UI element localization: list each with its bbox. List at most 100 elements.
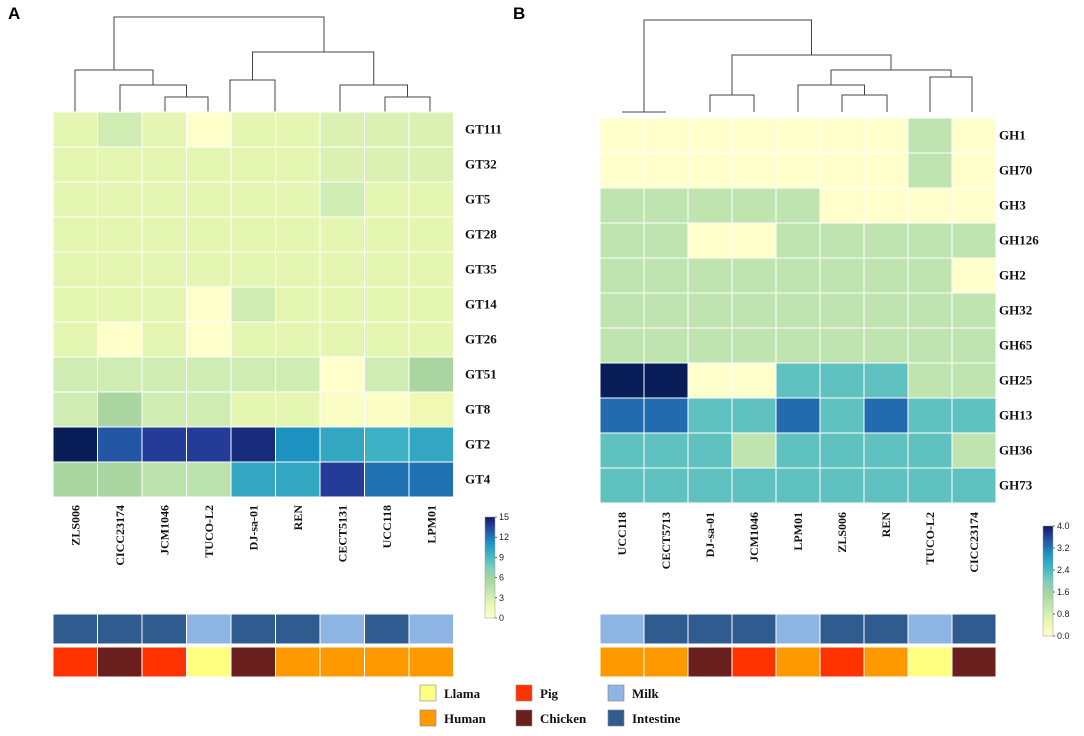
annotation-cell-host: [186, 646, 232, 678]
heatmap-cell: [775, 327, 821, 364]
heatmap-cell: [408, 111, 454, 148]
heatmap-cell: [319, 321, 365, 358]
heatmap-cell: [731, 257, 777, 294]
annotation-cell-source: [775, 613, 821, 645]
annotation-cell-host: [408, 646, 454, 678]
heatmap-cell: [186, 216, 232, 253]
heatmap-cell: [408, 321, 454, 358]
heatmap-cell: [951, 257, 997, 294]
heatmap-cell: [599, 327, 645, 364]
row-label: GH65: [999, 338, 1033, 353]
heatmap-cell: [319, 146, 365, 183]
heatmap-cell: [775, 467, 821, 504]
heatmap-cell: [643, 432, 689, 469]
annotation-cell-source: [141, 613, 187, 645]
heatmap-cell: [408, 356, 454, 393]
colorbar-tick-label: 3: [499, 593, 504, 603]
heatmap-cell: [863, 432, 909, 469]
row-label: GH25: [999, 373, 1033, 388]
heatmap-cell: [52, 356, 98, 393]
annotation-cell-source: [731, 613, 777, 645]
heatmap-cell: [186, 356, 232, 393]
heatmap-cell: [907, 397, 953, 434]
heatmap-cell: [951, 327, 997, 364]
annotation-cell-host: [687, 646, 733, 678]
column-label: LPM01: [424, 505, 438, 544]
heatmap-cell: [643, 257, 689, 294]
legend-swatch: [419, 709, 437, 727]
heatmap-cell: [364, 321, 410, 358]
heatmap-cell: [97, 426, 143, 463]
heatmap-cell: [643, 292, 689, 329]
row-label: GT4: [465, 472, 491, 487]
row-label: GH32: [999, 303, 1032, 318]
heatmap-cell: [186, 426, 232, 463]
heatmap-cell: [97, 356, 143, 393]
heatmap-cell: [230, 181, 276, 218]
heatmap-cell: [731, 327, 777, 364]
column-label: CECT5131: [335, 505, 349, 562]
annotation-cell-source: [52, 613, 98, 645]
legend: Llama Human Pig Chicken Milk Intestine: [419, 684, 681, 727]
colorbar-tick-label: 2.4: [1057, 565, 1070, 575]
heatmap-cell: [364, 391, 410, 428]
legend-swatch: [515, 709, 533, 727]
heatmap-cell: [408, 216, 454, 253]
heatmap-cell: [319, 391, 365, 428]
heatmap-cell: [319, 111, 365, 148]
heatmap-cell: [186, 181, 232, 218]
heatmap-cell: [275, 321, 321, 358]
annotation-cell-source: [230, 613, 276, 645]
panel-a-row-labels: GT111 GT32 GT5 GT28 GT35 GT14 GT26 GT51 GT8 GT2 GT…: [465, 122, 502, 487]
heatmap-cell: [97, 391, 143, 428]
heatmap-cell: [275, 356, 321, 393]
heatmap-cell: [819, 467, 865, 504]
heatmap-cell: [951, 152, 997, 189]
annotation-cell-host: [951, 646, 997, 678]
annotation-cell-source: [863, 613, 909, 645]
heatmap-cell: [687, 327, 733, 364]
heatmap-cell: [52, 181, 98, 218]
column-label: CICC23174: [113, 505, 127, 566]
heatmap-cell: [599, 362, 645, 399]
heatmap-cell: [141, 321, 187, 358]
heatmap-cell: [275, 181, 321, 218]
heatmap-cell: [230, 426, 276, 463]
annotation-cell-host: [907, 646, 953, 678]
panel-a-annotation-bars: [52, 613, 454, 678]
heatmap-cell: [141, 181, 187, 218]
column-label: ZLS006: [835, 512, 849, 553]
heatmap-cell: [951, 397, 997, 434]
legend-swatch: [607, 709, 625, 727]
legend-label: Chicken: [540, 711, 587, 726]
heatmap-cell: [907, 117, 953, 154]
heatmap-cell: [230, 321, 276, 358]
heatmap-cell: [408, 146, 454, 183]
heatmap-cell: [408, 251, 454, 288]
column-label: JCM1046: [747, 512, 761, 562]
heatmap-cell: [408, 426, 454, 463]
column-label: CICC23174: [967, 512, 981, 573]
heatmap-cell: [731, 152, 777, 189]
row-label: GT51: [465, 367, 497, 382]
heatmap-cell: [863, 222, 909, 259]
colorbar-tick-label: 12: [499, 532, 509, 542]
heatmap-cell: [275, 146, 321, 183]
heatmap-cell: [863, 152, 909, 189]
heatmap-cell: [819, 327, 865, 364]
heatmap-cell: [52, 216, 98, 253]
annotation-cell-host: [731, 646, 777, 678]
heatmap-cell: [275, 426, 321, 463]
heatmap-cell: [230, 146, 276, 183]
heatmap-cell: [819, 292, 865, 329]
heatmap-cell: [775, 222, 821, 259]
heatmap-cell: [643, 397, 689, 434]
heatmap-cell: [687, 187, 733, 224]
heatmap-cell: [230, 251, 276, 288]
heatmap-cell: [951, 117, 997, 154]
panel-a-letter: A: [8, 4, 20, 23]
heatmap-cell: [907, 257, 953, 294]
column-label: TUCO-L2: [202, 505, 216, 558]
heatmap-cell: [364, 146, 410, 183]
heatmap-cell: [775, 187, 821, 224]
